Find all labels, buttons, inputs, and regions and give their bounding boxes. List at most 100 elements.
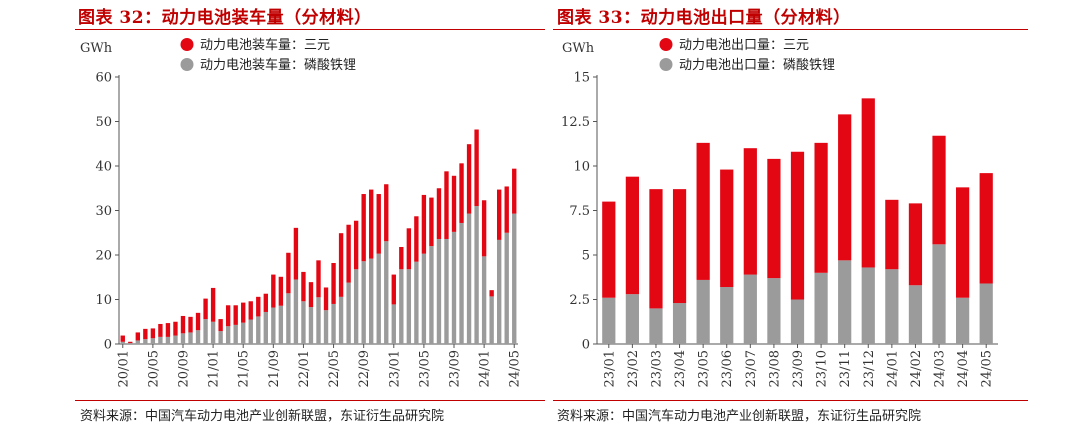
bar-lfp-left <box>120 341 125 344</box>
x-tick-label-right: 23/02 <box>626 350 641 387</box>
bar-lfp-left <box>256 316 261 344</box>
bar-ternary-left <box>444 171 449 239</box>
x-tick-label-right: 24/04 <box>956 350 971 387</box>
bar-lfp-left <box>271 307 276 344</box>
bar-ternary-left <box>474 129 479 207</box>
bar-lfp-left <box>158 336 163 344</box>
bar-ternary-left <box>263 293 268 312</box>
bar-ternary-right <box>696 142 710 280</box>
y-axis-unit-right: GWh <box>562 41 595 56</box>
bar-lfp-left <box>323 310 329 344</box>
bar-ternary-right <box>625 176 639 295</box>
x-tick-label-left: 24/01 <box>478 350 493 387</box>
x-tick-label-right: 23/10 <box>815 350 830 387</box>
y-tick-label-right: 5 <box>582 249 590 264</box>
footer-rule-right <box>553 400 1028 401</box>
legend-marker-left <box>180 58 194 71</box>
bar-lfp-left <box>135 340 141 344</box>
bar-lfp-left <box>180 333 186 344</box>
x-tick-label-left: 20/09 <box>176 350 191 387</box>
bar-lfp-left <box>143 339 148 344</box>
bar-lfp-left <box>406 269 412 344</box>
bar-lfp-left <box>165 336 171 344</box>
bar-lfp-left <box>481 256 487 344</box>
x-tick-label-left: 21/01 <box>207 350 222 387</box>
bar-lfp-right <box>956 297 970 344</box>
bar-ternary-left <box>376 194 381 254</box>
x-tick-label-right: 23/04 <box>673 350 688 387</box>
bar-ternary-left <box>173 321 178 336</box>
bar-lfp-left <box>248 319 253 344</box>
y-axis-unit-left: GWh <box>80 41 113 56</box>
bar-lfp-left <box>316 297 321 344</box>
bar-ternary-left <box>429 197 434 247</box>
bar-ternary-left <box>331 263 336 304</box>
bar-ternary-left <box>406 228 412 270</box>
bar-lfp-left <box>414 261 419 344</box>
bar-lfp-left <box>308 307 314 344</box>
x-tick-label-left: 22/05 <box>327 350 342 387</box>
y-tick-label-left: 50 <box>95 115 112 130</box>
bar-ternary-right <box>908 203 923 286</box>
bar-ternary-left <box>143 328 148 340</box>
source-note-right: 资料来源：中国汽车动力电池产业创新联盟，东证衍生品研究院 <box>557 409 922 424</box>
bar-lfp-right <box>625 294 639 344</box>
bar-ternary-left <box>180 315 186 334</box>
chart-title-left: 图表 32：动力电池装车量（分材料） <box>78 8 372 28</box>
bar-lfp-left <box>459 222 464 344</box>
bar-lfp-right <box>720 287 734 344</box>
bar-ternary-left <box>150 328 156 339</box>
bar-lfp-left <box>504 232 509 344</box>
footer-rule-left <box>75 400 545 401</box>
bar-ternary-left <box>346 224 351 283</box>
bar-ternary-left <box>504 186 509 233</box>
bar-ternary-left <box>361 194 366 262</box>
bar-ternary-right <box>861 98 875 268</box>
bar-lfp-left <box>346 282 351 344</box>
bar-ternary-left <box>241 302 246 323</box>
bar-ternary-left <box>369 189 374 259</box>
bar-ternary-left <box>120 335 125 342</box>
legend-label-left: 动力电池装车量：三元 <box>200 37 330 53</box>
bar-ternary-left <box>195 312 201 331</box>
y-tick-label-left: 40 <box>95 160 112 175</box>
bar-lfp-right <box>885 269 899 344</box>
bar-lfp-left <box>301 301 306 344</box>
x-tick-label-right: 23/06 <box>720 350 735 387</box>
bar-lfp-left <box>384 241 389 344</box>
bar-ternary-left <box>278 276 284 306</box>
bar-lfp-right <box>602 297 616 344</box>
bar-ternary-right <box>602 201 616 298</box>
bar-lfp-right <box>838 260 852 344</box>
bar-ternary-left <box>188 316 193 333</box>
bar-lfp-left <box>278 305 284 344</box>
y-tick-label-left: 20 <box>95 249 112 264</box>
bar-ternary-left <box>135 332 141 341</box>
bar-lfp-right <box>861 267 875 344</box>
x-tick-label-right: 24/02 <box>909 350 924 387</box>
legend-label-left: 动力电池装车量：磷酸铁锂 <box>200 57 356 73</box>
bar-ternary-right <box>743 148 757 275</box>
title-rule-left <box>75 29 545 30</box>
x-tick-label-right: 23/01 <box>602 350 617 387</box>
x-tick-label-left: 23/09 <box>448 350 463 387</box>
bar-lfp-left <box>286 293 291 344</box>
bar-ternary-left <box>512 168 517 214</box>
x-tick-label-right: 24/01 <box>885 350 900 387</box>
bar-lfp-right <box>908 285 923 344</box>
x-tick-label-right: 23/08 <box>767 350 782 387</box>
legend-marker-right <box>659 38 673 51</box>
y-tick-label-left: 30 <box>95 204 112 219</box>
bar-lfp-right <box>649 308 663 344</box>
bar-ternary-right <box>790 151 805 300</box>
bar-lfp-left <box>474 206 479 344</box>
bar-ternary-left <box>286 252 291 294</box>
bar-lfp-left <box>188 332 193 344</box>
bar-lfp-right <box>932 244 946 344</box>
bar-ternary-right <box>814 142 828 273</box>
bar-ternary-right <box>672 189 687 304</box>
bar-ternary-right <box>979 173 993 284</box>
bar-ternary-left <box>451 175 457 232</box>
bar-ternary-left <box>481 200 487 257</box>
bar-lfp-left <box>436 238 442 344</box>
